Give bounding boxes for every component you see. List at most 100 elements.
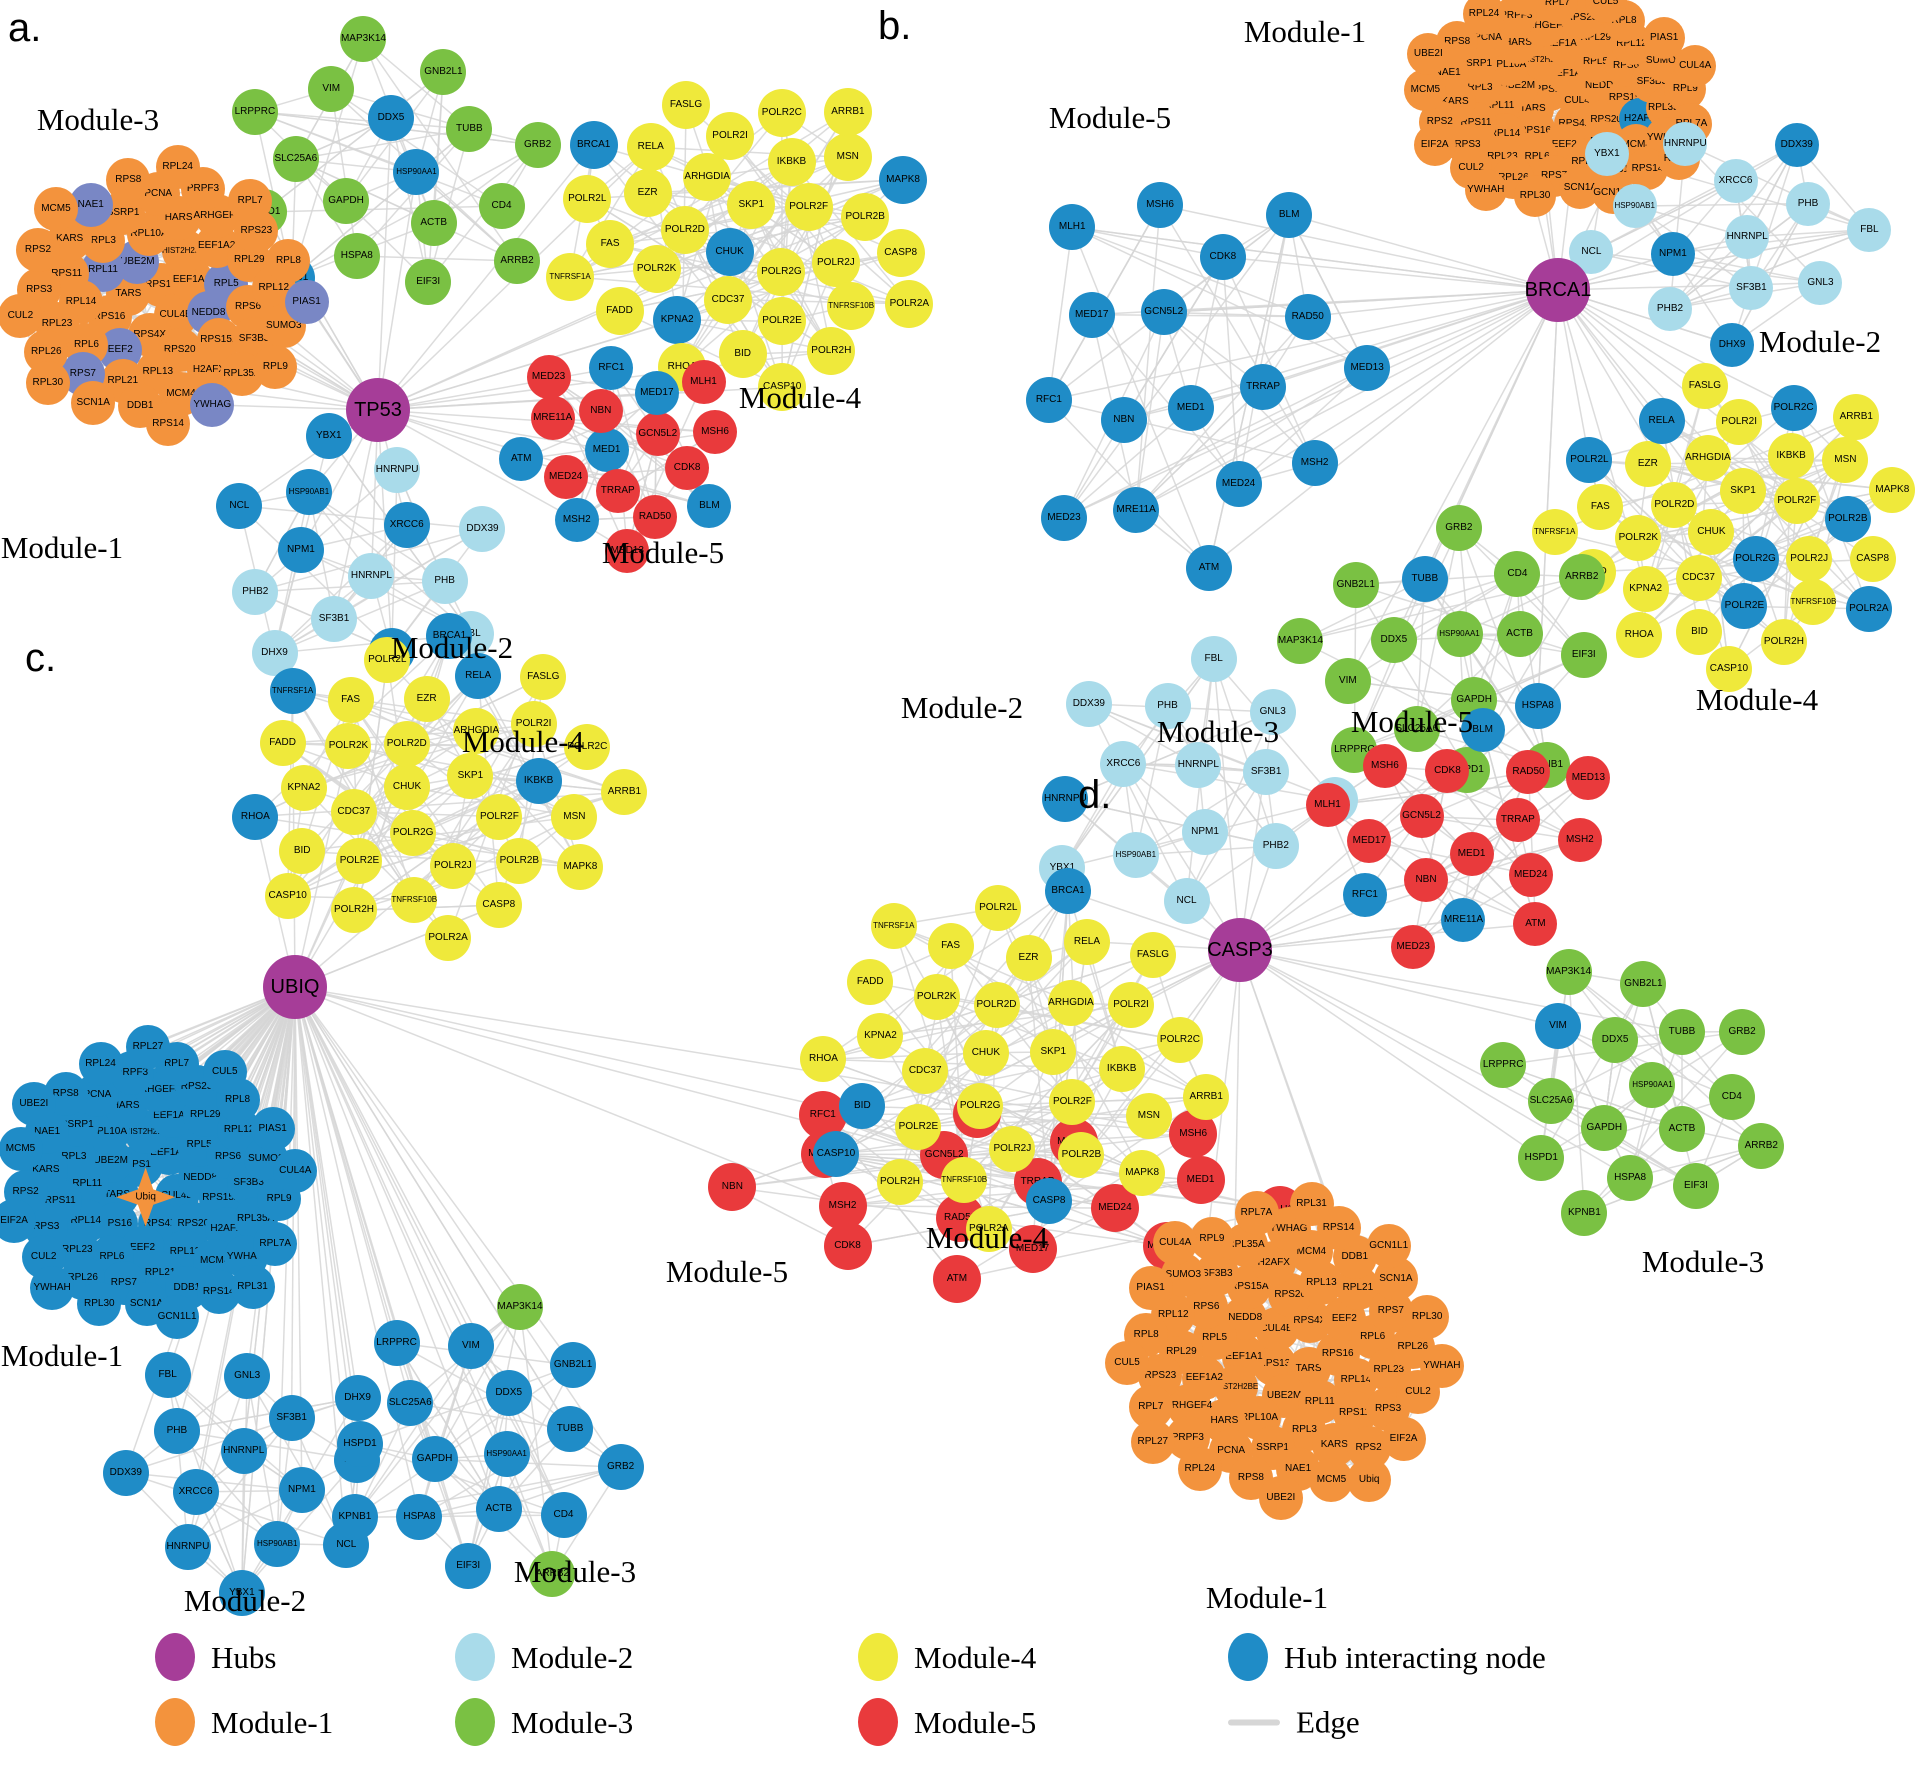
- network-node[interactable]: MED24: [1508, 852, 1553, 897]
- network-node[interactable]: SF3B1: [1729, 266, 1774, 311]
- network-node[interactable]: POLR2C: [564, 724, 611, 771]
- network-node[interactable]: RPS8: [106, 157, 151, 202]
- network-node[interactable]: ATM: [1513, 902, 1558, 947]
- network-node[interactable]: UBE2I: [1407, 33, 1450, 76]
- network-node[interactable]: FBL: [144, 1351, 191, 1398]
- network-node[interactable]: RAD50: [1506, 750, 1551, 795]
- network-node[interactable]: POLR2D: [383, 721, 430, 768]
- network-node[interactable]: SF3B1: [1243, 749, 1290, 796]
- network-node[interactable]: SKP1: [447, 753, 494, 800]
- network-node[interactable]: XRCC6: [383, 502, 430, 549]
- network-node[interactable]: CHUK: [705, 227, 754, 276]
- network-node[interactable]: SLC25A6: [272, 136, 319, 183]
- network-node[interactable]: TRRAP: [595, 468, 640, 513]
- network-node[interactable]: RPL31: [230, 1264, 275, 1309]
- network-node[interactable]: POLR2E: [336, 837, 383, 884]
- network-node[interactable]: POLR2J: [1786, 535, 1833, 582]
- network-node[interactable]: ARRB1: [601, 769, 648, 816]
- network-node[interactable]: YBX1: [305, 413, 352, 460]
- network-node[interactable]: GNB2L1: [1332, 561, 1379, 608]
- network-node[interactable]: CASP8: [1849, 536, 1896, 583]
- network-node[interactable]: CD4: [1494, 551, 1541, 598]
- network-node[interactable]: MED17: [1008, 1224, 1057, 1273]
- network-node[interactable]: SCN1A: [71, 381, 116, 426]
- network-node[interactable]: POLR2J: [811, 238, 860, 287]
- network-node[interactable]: ACTB: [1659, 1105, 1706, 1152]
- network-node[interactable]: HNRNPU: [374, 446, 421, 493]
- network-node[interactable]: POLR2E: [1721, 583, 1768, 630]
- network-node[interactable]: POLR2F: [1773, 478, 1820, 525]
- network-node[interactable]: BRCA1: [426, 612, 473, 659]
- network-node[interactable]: LRPPRC: [1480, 1042, 1527, 1089]
- network-node[interactable]: POLR2H: [876, 1158, 923, 1205]
- network-node[interactable]: MED23: [526, 354, 571, 399]
- network-node[interactable]: HNRNPL: [348, 552, 395, 599]
- network-node[interactable]: ATM: [932, 1255, 981, 1304]
- network-node[interactable]: RPL24: [78, 1041, 123, 1086]
- network-node[interactable]: MCM5: [1404, 68, 1447, 111]
- network-node[interactable]: MAP3K14: [340, 16, 387, 63]
- network-node[interactable]: POLR2K: [325, 723, 372, 770]
- network-node[interactable]: GRB2: [514, 122, 561, 169]
- network-node[interactable]: RPL30: [1514, 174, 1557, 217]
- network-node[interactable]: MLH1: [681, 360, 726, 405]
- network-node[interactable]: BID: [1676, 608, 1723, 655]
- network-node[interactable]: HSP90AA1: [393, 149, 440, 195]
- network-node[interactable]: SF3B1: [310, 595, 357, 642]
- network-node[interactable]: HSP90AA1: [1629, 1061, 1676, 1108]
- network-node[interactable]: MCM5: [0, 1126, 43, 1171]
- network-node[interactable]: GCN5L2: [1399, 794, 1444, 839]
- network-node[interactable]: POLR2F: [1049, 1079, 1096, 1126]
- network-node[interactable]: HSPA8: [396, 1493, 443, 1540]
- network-node[interactable]: BLM: [1266, 191, 1313, 238]
- network-node[interactable]: POLR2J: [989, 1126, 1036, 1173]
- network-node[interactable]: POLR2H: [1760, 618, 1807, 665]
- network-node[interactable]: HNRNPU: [1663, 121, 1708, 166]
- network-node[interactable]: CASP10: [812, 1131, 859, 1178]
- network-node[interactable]: MED1: [1449, 831, 1494, 876]
- network-node[interactable]: DDX5: [367, 94, 414, 141]
- network-node[interactable]: KPNA2: [1622, 566, 1669, 613]
- network-node[interactable]: POLR2F: [476, 793, 523, 840]
- network-node[interactable]: CUL4A: [1153, 1221, 1198, 1266]
- network-node[interactable]: CDC37: [330, 788, 377, 835]
- network-node[interactable]: MSH2: [818, 1181, 867, 1230]
- network-node[interactable]: ARRB1: [823, 87, 872, 136]
- network-node[interactable]: POLR2H: [331, 887, 378, 934]
- network-node[interactable]: POLR2I: [1716, 399, 1763, 446]
- network-node[interactable]: MAP3K14: [497, 1284, 544, 1331]
- network-node[interactable]: NBN: [1100, 396, 1147, 443]
- network-node[interactable]: RPL24: [1463, 0, 1506, 35]
- network-node[interactable]: RFC1: [589, 346, 634, 391]
- network-node[interactable]: HSPA8: [1514, 683, 1561, 730]
- network-node[interactable]: TRRAP: [1495, 798, 1540, 843]
- network-node[interactable]: EZR: [403, 675, 450, 722]
- network-node[interactable]: POLR2H: [807, 326, 856, 375]
- network-node[interactable]: NPM1: [277, 526, 324, 573]
- network-node[interactable]: NPM1: [1650, 231, 1695, 276]
- network-node[interactable]: CD4: [540, 1492, 587, 1539]
- network-node[interactable]: GRB2: [1435, 505, 1482, 552]
- network-node[interactable]: MSN: [823, 133, 872, 182]
- network-node[interactable]: HSP90AB1: [1612, 184, 1657, 229]
- network-node[interactable]: RPL31: [1289, 1182, 1334, 1227]
- network-node[interactable]: POLR2L: [975, 885, 1022, 932]
- network-node[interactable]: NCL: [216, 482, 263, 529]
- network-node[interactable]: ACTB: [475, 1486, 522, 1533]
- network-node[interactable]: HNRNPL: [1175, 742, 1222, 789]
- network-node[interactable]: POLR2A: [1845, 585, 1892, 632]
- network-node[interactable]: CDC37: [902, 1048, 949, 1095]
- network-node[interactable]: SKP1: [727, 180, 776, 229]
- network-node[interactable]: FADD: [259, 720, 306, 767]
- network-node[interactable]: KPNB1: [1561, 1190, 1608, 1237]
- network-node[interactable]: PHB: [1785, 181, 1830, 226]
- network-node[interactable]: ATM: [1185, 545, 1232, 592]
- network-node[interactable]: CD4: [1708, 1074, 1755, 1121]
- network-node[interactable]: PHB: [421, 558, 468, 605]
- network-node[interactable]: SF3B1: [268, 1395, 315, 1442]
- network-node[interactable]: ARRB1: [1833, 394, 1880, 440]
- network-node[interactable]: RPS2: [15, 227, 60, 272]
- network-node[interactable]: GCN1L1: [1366, 1224, 1411, 1269]
- network-node[interactable]: PIAS1: [250, 1107, 295, 1152]
- network-node[interactable]: MED13: [605, 528, 650, 573]
